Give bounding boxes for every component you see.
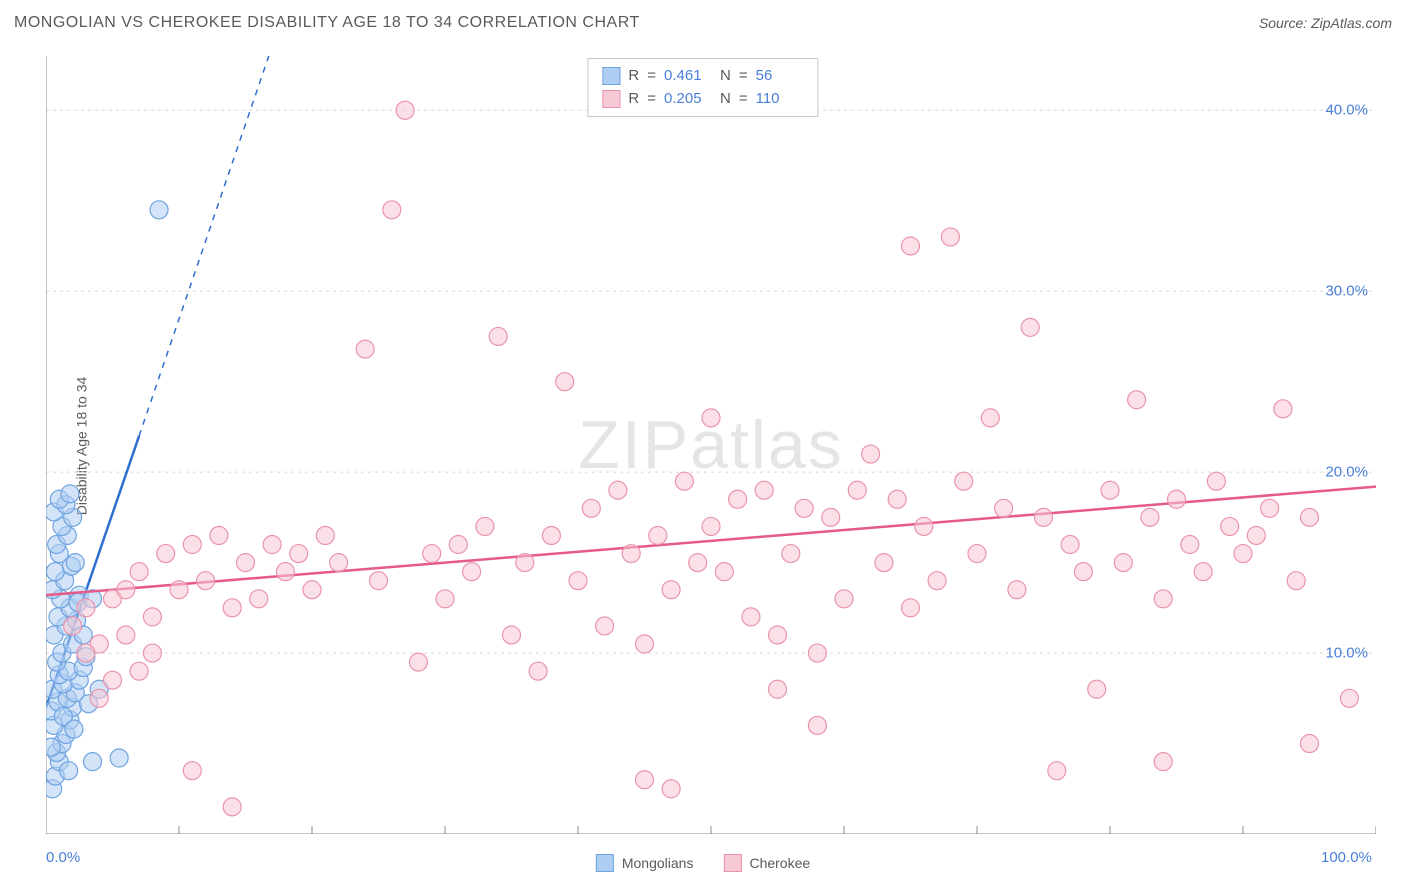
y-tick-label: 30.0% (1325, 283, 1368, 300)
stats-row-mongolians: R = 0.461 N = 56 (602, 65, 803, 88)
scatter-plot-svg (46, 56, 1376, 834)
chart-title: MONGOLIAN VS CHEROKEE DISABILITY AGE 18 … (14, 14, 640, 32)
y-tick-label: 40.0% (1325, 102, 1368, 119)
legend-item-cherokee: Cherokee (723, 854, 810, 872)
legend-label: Cherokee (749, 855, 810, 871)
chart-plot-area: ZIPatlas (46, 56, 1376, 834)
swatch-cherokee (602, 90, 620, 108)
swatch-cherokee-icon (723, 854, 741, 872)
stats-legend-box: R = 0.461 N = 56 R = 0.205 N = 110 (587, 58, 818, 117)
swatch-mongolians (602, 67, 620, 85)
header-bar: MONGOLIAN VS CHEROKEE DISABILITY AGE 18 … (14, 14, 1392, 32)
legend-label: Mongolians (622, 855, 694, 871)
x-tick-label: 100.0% (1321, 849, 1372, 866)
x-tick-label: 0.0% (46, 849, 80, 866)
y-tick-label: 10.0% (1325, 645, 1368, 662)
swatch-mongolians-icon (596, 854, 614, 872)
y-tick-label: 20.0% (1325, 464, 1368, 481)
legend-item-mongolians: Mongolians (596, 854, 694, 872)
source-attribution: Source: ZipAtlas.com (1259, 15, 1392, 31)
bottom-legend: Mongolians Cherokee (596, 854, 810, 872)
stats-row-cherokee: R = 0.205 N = 110 (602, 88, 803, 111)
